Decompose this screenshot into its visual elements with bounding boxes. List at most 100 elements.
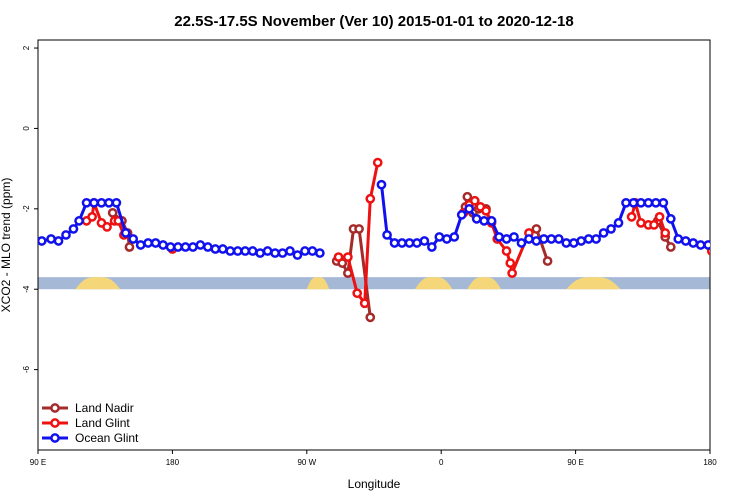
land-nadir-point-11 — [462, 191, 473, 202]
ocean-glint-point-3 — [61, 230, 71, 240]
ocean-glint-point-11 — [120, 228, 131, 238]
ocean-glint-point-40 — [389, 238, 400, 248]
land-mask-segment-0 — [75, 277, 121, 290]
land-mask-segment-1 — [306, 277, 330, 290]
ocean-glint-point-82 — [703, 240, 710, 250]
land-nadir-point-0 — [107, 207, 118, 218]
ocean-glint-point-63 — [561, 238, 572, 248]
ocean-glint-point-51 — [471, 214, 482, 224]
ocean-glint-point-62 — [553, 234, 564, 244]
ocean-glint-point-68 — [598, 228, 609, 238]
ocean-glint-point-26 — [232, 246, 243, 256]
land-nadir-point-9 — [365, 312, 376, 323]
ocean-glint-point-54 — [494, 232, 504, 242]
ocean-glint-point-80 — [688, 238, 699, 248]
ocean-glint-point-36 — [307, 246, 318, 256]
ocean-glint-point-64 — [568, 238, 579, 248]
ocean-glint-point-55 — [501, 234, 512, 244]
ocean-glint-point-35 — [300, 246, 310, 256]
y-axis-label: XCO2 - MLO trend (ppm) — [0, 178, 13, 313]
chart-title: 22.5S-17.5S November (Ver 10) 2015-01-01… — [174, 13, 573, 30]
ocean-glint-point-13 — [135, 240, 146, 250]
ocean-glint-point-76 — [658, 197, 669, 208]
y-tick-label-1: 0 — [22, 126, 31, 131]
land-nadir-series — [107, 191, 710, 323]
ocean-glint-point-30 — [262, 246, 273, 256]
ocean-glint-point-2 — [53, 236, 64, 246]
ocean-glint-point-44 — [419, 236, 430, 246]
ocean-glint-point-14 — [143, 238, 153, 248]
land-glint-point-22 — [501, 246, 512, 256]
land-glint-point-26 — [626, 212, 637, 222]
land-nadir-point-20 — [665, 242, 676, 252]
land-glint-point-14 — [372, 157, 383, 168]
ocean-glint-point-46 — [434, 232, 445, 242]
ocean-glint-point-70 — [613, 218, 624, 228]
ocean-glint-point-39 — [382, 230, 392, 240]
land-glint-point-1 — [87, 212, 97, 222]
land-glint-point-9 — [333, 252, 344, 262]
ocean-glint-point-20 — [188, 242, 198, 252]
land-glint-point-19 — [481, 205, 491, 216]
series-layer — [38, 157, 710, 323]
ocean-glint-point-47 — [441, 234, 452, 244]
legend-land-glint-marker — [50, 418, 60, 428]
ocean-glint-point-29 — [255, 248, 265, 258]
land-glint-point-13 — [365, 193, 376, 204]
land-nadir-point-8 — [354, 224, 364, 234]
ocean-glint-point-22 — [203, 242, 213, 252]
land-glint-point-28 — [636, 218, 646, 228]
land-glint-point-30 — [649, 220, 659, 230]
ocean-glint-point-19 — [180, 242, 191, 252]
ocean-glint-point-77 — [665, 214, 676, 224]
ocean-glint-point-78 — [673, 234, 684, 244]
land-glint-point-23 — [505, 258, 516, 268]
ocean-glint-point-45 — [427, 242, 437, 252]
ocean-glint-point-37 — [315, 248, 325, 258]
ocean-glint-point-42 — [404, 238, 415, 248]
ocean-glint-point-58 — [524, 234, 534, 244]
axis-ticks: 90 E 180 90 W 0 90 E 180 2 0 -2 -4 -6 — [22, 45, 717, 467]
ocean-glint-point-73 — [636, 197, 646, 208]
ocean-glint-point-9 — [104, 197, 114, 208]
ocean-glint-point-49 — [456, 210, 467, 220]
ocean-glint-point-7 — [89, 197, 99, 208]
ocean-glint-point-15 — [150, 238, 161, 248]
ocean-glint-point-75 — [651, 197, 661, 208]
land-glint-point-31 — [654, 212, 665, 222]
ocean-mask-band — [38, 277, 710, 290]
legend-land-glint-label: Land Glint — [75, 416, 130, 430]
ocean-glint-point-17 — [165, 242, 176, 252]
land-nadir-point-17 — [542, 256, 553, 266]
x-tick-label-1: 180 — [166, 458, 180, 467]
legend-land-nadir-label: Land Nadir — [75, 401, 134, 415]
ocean-glint-point-74 — [643, 197, 654, 208]
ocean-glint-point-16 — [158, 240, 168, 250]
ocean-glint-point-12 — [128, 234, 139, 244]
ocean-glint-point-5 — [74, 216, 84, 226]
ocean-glint-point-18 — [173, 242, 183, 252]
x-tick-label-0: 90 E — [30, 458, 46, 467]
ocean-glint-point-31 — [270, 248, 280, 258]
land-glint-point-24 — [507, 268, 517, 278]
land-nadir-point-3 — [124, 242, 135, 252]
ocean-glint-point-61 — [546, 234, 557, 244]
ocean-glint-point-81 — [695, 240, 706, 250]
land-glint-point-4 — [102, 222, 112, 232]
ocean-glint-point-48 — [449, 232, 460, 242]
x-tick-label-4: 90 E — [567, 458, 583, 467]
ocean-glint-point-72 — [628, 197, 639, 208]
legend-ocean-glint-marker — [50, 433, 60, 443]
ocean-glint-point-25 — [225, 246, 236, 256]
ocean-glint-point-24 — [217, 244, 228, 254]
ocean-glint-point-27 — [240, 246, 251, 256]
ocean-glint-point-41 — [397, 238, 407, 248]
ocean-glint-point-4 — [68, 224, 79, 234]
land-ocean-mask — [38, 277, 710, 290]
ocean-glint-point-21 — [195, 240, 206, 250]
ocean-glint-point-34 — [292, 250, 303, 260]
legend-land-nadir-marker — [50, 403, 60, 413]
ocean-glint-point-79 — [680, 236, 691, 246]
